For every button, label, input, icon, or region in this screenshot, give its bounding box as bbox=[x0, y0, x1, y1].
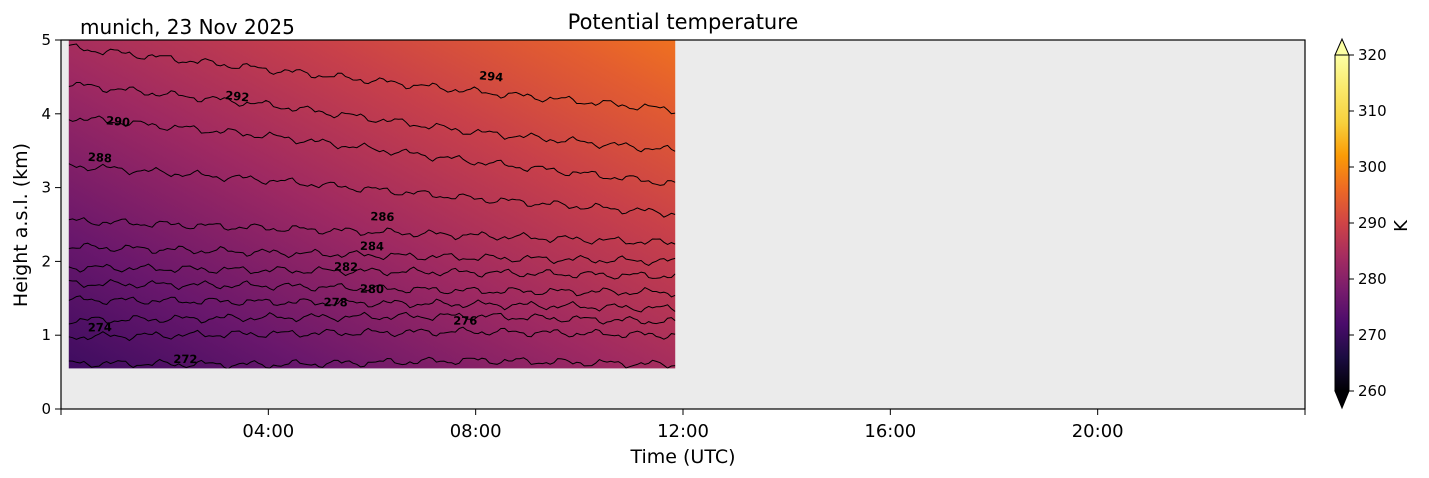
contour-286 bbox=[68, 217, 676, 245]
x-tick-label: 04:00 bbox=[242, 421, 294, 442]
contour-292 bbox=[68, 82, 676, 153]
contour-label-290: 290 bbox=[105, 113, 130, 129]
colorbar-label: K bbox=[1391, 219, 1412, 232]
x-axis: 04:00 08:00 12:00 16:00 20:00 bbox=[60, 409, 1306, 442]
x-tick-label: 08:00 bbox=[450, 421, 502, 442]
colorbar-gradient bbox=[1334, 54, 1350, 392]
colorbar-tick-label: 270 bbox=[1358, 326, 1387, 344]
potential-temperature-field bbox=[68, 40, 676, 369]
contour-label-282: 282 bbox=[334, 260, 358, 274]
contour-label-286: 286 bbox=[370, 209, 394, 224]
contour-274 bbox=[68, 326, 676, 342]
contour-276 bbox=[68, 311, 676, 325]
contour-label-276: 276 bbox=[453, 314, 477, 328]
contour-284 bbox=[68, 242, 676, 266]
y-tick-label: 5 bbox=[41, 31, 51, 49]
contour-280 bbox=[68, 279, 676, 298]
colorbar-tick-label: 310 bbox=[1358, 102, 1387, 120]
y-tick-label: 4 bbox=[41, 105, 51, 123]
contour-label-278: 278 bbox=[324, 295, 348, 309]
y-axis: 0 1 2 3 4 5 bbox=[41, 31, 61, 418]
contour-label-272: 272 bbox=[173, 352, 197, 366]
contour-272 bbox=[68, 356, 676, 369]
contour-label-284: 284 bbox=[360, 239, 384, 254]
contour-label-288: 288 bbox=[87, 150, 112, 166]
colorbar-extend-max bbox=[1334, 37, 1350, 56]
x-tick-label: 12:00 bbox=[657, 421, 709, 442]
contour-290 bbox=[68, 115, 676, 186]
y-axis-title: Height a.s.l. (km) bbox=[10, 143, 32, 307]
contour-288 bbox=[68, 163, 676, 218]
x-tick-label: 16:00 bbox=[864, 421, 916, 442]
contour-label-294: 294 bbox=[479, 68, 504, 84]
colorbar-extend-min bbox=[1334, 390, 1350, 410]
x-axis-title: Time (UTC) bbox=[629, 446, 735, 468]
y-tick-label: 3 bbox=[41, 179, 51, 197]
contour-282 bbox=[68, 263, 676, 280]
contour-lines bbox=[68, 43, 676, 369]
chart-subtitle: munich, 23 Nov 2025 bbox=[80, 15, 295, 39]
colorbar: 260 270 280 290 300 310 320 K bbox=[1334, 37, 1412, 410]
colorbar-tick-label: 280 bbox=[1358, 270, 1387, 288]
colorbar-tick-label: 260 bbox=[1358, 382, 1387, 400]
contour-label-280: 280 bbox=[360, 282, 384, 297]
contour-278 bbox=[68, 295, 676, 313]
colorbar-tick-label: 300 bbox=[1358, 158, 1387, 176]
chart-title: Potential temperature bbox=[568, 10, 799, 34]
contour-294 bbox=[68, 43, 676, 115]
colorbar-tick-label: 320 bbox=[1358, 46, 1387, 64]
colorbar-ticks: 260 270 280 290 300 310 320 bbox=[1349, 46, 1387, 400]
y-tick-label: 1 bbox=[41, 326, 51, 344]
y-tick-label: 0 bbox=[41, 400, 51, 418]
contour-label-274: 274 bbox=[88, 320, 112, 334]
colorbar-tick-label: 290 bbox=[1358, 214, 1387, 232]
y-tick-label: 2 bbox=[41, 252, 51, 270]
x-tick-label: 20:00 bbox=[1072, 421, 1124, 442]
contour-label-292: 292 bbox=[225, 88, 250, 104]
